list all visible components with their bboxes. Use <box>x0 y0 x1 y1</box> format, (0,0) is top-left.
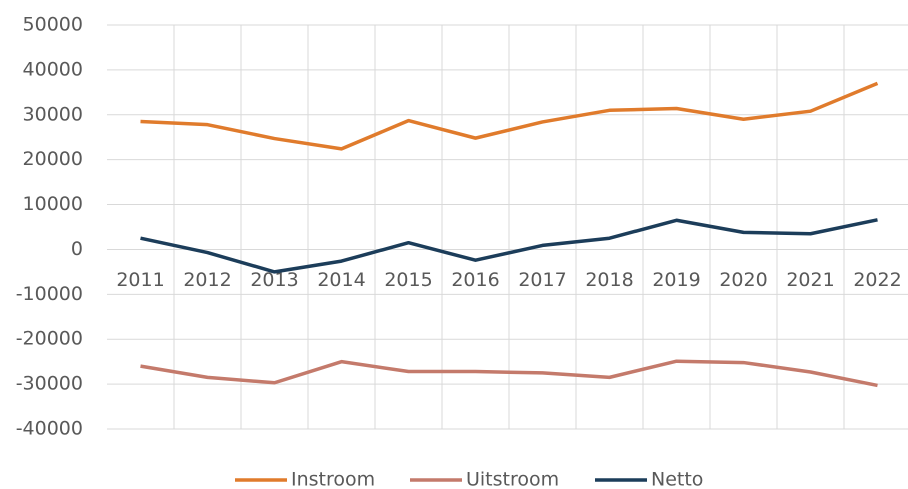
x-tick-label: 2019 <box>652 269 700 291</box>
line-series <box>140 81 879 151</box>
x-tick-label: 2013 <box>250 269 298 291</box>
y-tick-label: -20000 <box>16 328 83 350</box>
y-tick-label: -30000 <box>16 373 83 395</box>
x-tick-label: 2021 <box>786 269 834 291</box>
y-tick-label: 30000 <box>23 103 83 125</box>
y-tick-label: 20000 <box>23 148 83 170</box>
y-tick-label: 50000 <box>23 14 83 36</box>
x-tick-label: 2020 <box>719 269 767 291</box>
y-tick-label: -10000 <box>16 283 83 305</box>
x-tick-label: 2022 <box>853 269 901 291</box>
y-tick-label: 10000 <box>23 193 83 215</box>
y-tick-label: 0 <box>71 238 83 260</box>
y-tick-label: -40000 <box>16 418 83 440</box>
x-tick-label: 2017 <box>518 269 566 291</box>
line-series <box>140 359 878 388</box>
line-series <box>140 218 878 274</box>
x-tick-label: 2016 <box>451 269 499 291</box>
x-tick-label: 2014 <box>317 269 365 291</box>
x-tick-label: 2012 <box>183 269 231 291</box>
legend-label: Uitstroom <box>466 469 559 489</box>
legend-label: Instroom <box>291 469 375 489</box>
x-tick-label: 2011 <box>116 269 164 291</box>
x-tick-label: 2015 <box>384 269 432 291</box>
y-tick-label: 40000 <box>23 58 83 80</box>
x-tick-label: 2018 <box>585 269 633 291</box>
legend-label: Netto <box>651 469 703 489</box>
